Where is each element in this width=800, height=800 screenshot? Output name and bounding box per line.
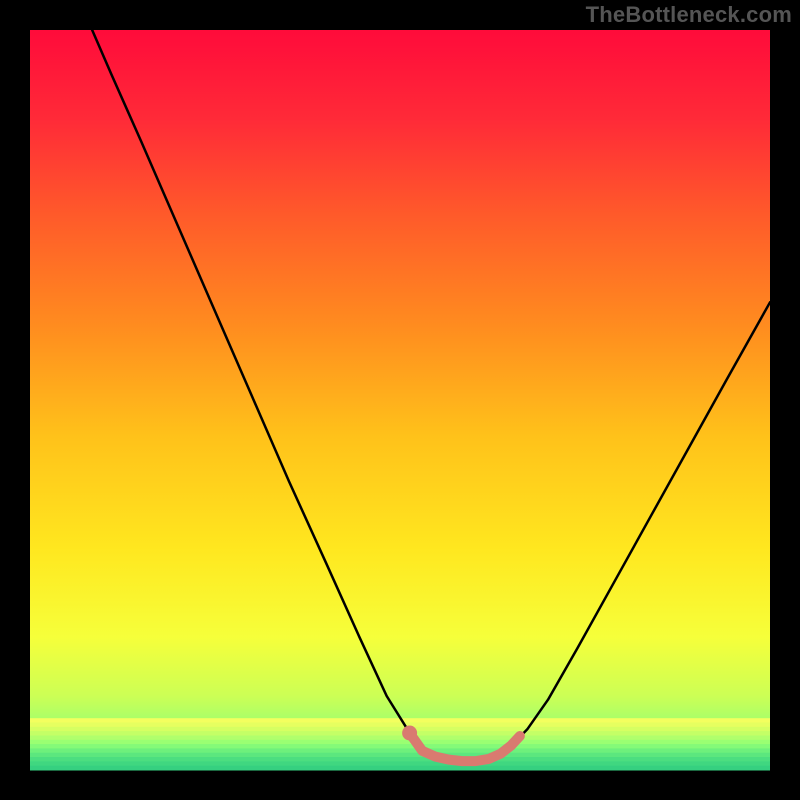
bottom-band bbox=[30, 718, 770, 770]
lead-marker bbox=[402, 726, 417, 741]
watermark-text: TheBottleneck.com bbox=[586, 2, 792, 28]
chart-container: TheBottleneck.com bbox=[0, 0, 800, 800]
chart-svg bbox=[0, 0, 800, 800]
